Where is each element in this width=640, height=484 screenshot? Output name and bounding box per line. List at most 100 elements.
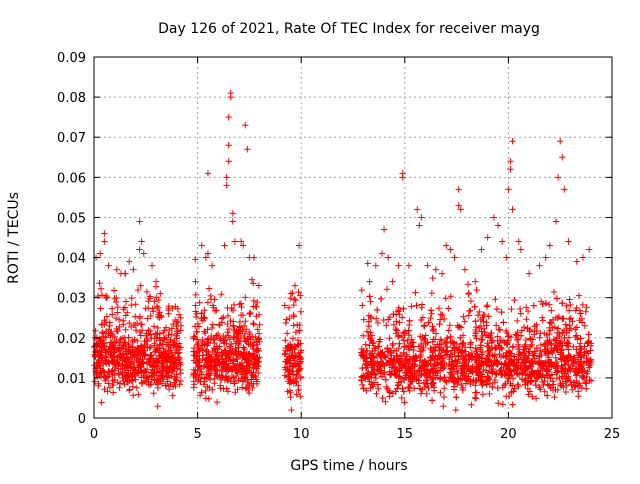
data-point — [227, 340, 235, 348]
data-point — [96, 279, 103, 287]
data-point — [438, 311, 446, 319]
data-point — [449, 374, 457, 382]
data-point — [395, 304, 403, 312]
data-point — [564, 355, 571, 362]
data-point — [111, 357, 118, 365]
data-point — [562, 388, 570, 396]
data-point — [195, 339, 202, 347]
data-point — [367, 359, 374, 366]
data-point — [128, 323, 135, 331]
data-point — [296, 359, 304, 367]
data-point — [554, 174, 562, 181]
data-point — [97, 305, 104, 312]
data-point — [291, 282, 299, 289]
data-point — [119, 354, 127, 362]
data-point — [508, 305, 515, 313]
data-point — [399, 385, 406, 392]
x-tick-label: 25 — [604, 427, 621, 442]
data-point — [369, 362, 377, 370]
data-point — [100, 368, 108, 376]
data-point — [241, 353, 249, 361]
data-point — [530, 302, 538, 309]
data-point — [108, 352, 115, 359]
data-point — [507, 368, 515, 375]
data-point — [244, 335, 251, 342]
data-point — [216, 382, 224, 389]
y-tick-labels: 0 0.01 0.02 0.03 0.04 0.05 0.06 0.07 0.08 0.09 — [57, 51, 86, 427]
data-points — [91, 89, 595, 414]
data-point — [439, 354, 446, 362]
data-point — [419, 336, 427, 344]
data-point — [437, 336, 445, 343]
data-point — [400, 349, 407, 357]
data-point — [374, 306, 381, 314]
data-point — [520, 323, 528, 331]
data-point — [110, 287, 118, 294]
data-point — [132, 366, 139, 374]
data-point — [221, 242, 228, 249]
data-point — [290, 311, 297, 319]
data-point — [114, 309, 121, 316]
data-point — [563, 302, 570, 310]
data-point — [478, 378, 485, 386]
data-point — [205, 339, 212, 346]
data-point — [576, 361, 583, 368]
data-point — [211, 380, 218, 387]
data-point — [229, 365, 236, 373]
data-point — [225, 325, 233, 333]
data-point — [441, 374, 448, 381]
data-point — [565, 238, 572, 245]
data-point — [292, 329, 300, 336]
data-point — [444, 343, 451, 351]
data-point — [294, 341, 302, 348]
data-point — [460, 370, 467, 377]
data-point — [124, 309, 131, 316]
data-point — [152, 278, 160, 285]
data-point — [147, 331, 155, 338]
data-point — [289, 335, 297, 342]
y-tick-label: 0.09 — [57, 51, 86, 66]
data-point — [242, 373, 249, 381]
data-point — [102, 346, 110, 353]
data-point — [110, 342, 117, 349]
data-point — [581, 322, 589, 329]
data-point — [427, 307, 435, 314]
x-axis-label: GPS time / hours — [290, 458, 407, 474]
data-point — [93, 347, 101, 354]
data-point — [286, 314, 293, 322]
data-point — [430, 387, 438, 394]
data-point — [160, 329, 167, 337]
data-point — [126, 258, 133, 265]
data-point — [498, 345, 506, 353]
data-point — [436, 367, 444, 374]
x-tick-label: 5 — [193, 427, 201, 442]
data-point — [371, 347, 379, 354]
data-point — [213, 398, 221, 406]
data-point — [457, 334, 464, 341]
data-point — [531, 323, 539, 330]
data-point — [451, 345, 459, 352]
data-point — [204, 170, 212, 177]
data-point — [546, 337, 553, 345]
data-point — [507, 166, 514, 173]
data-point — [420, 370, 428, 377]
data-point — [229, 322, 237, 329]
data-point — [484, 352, 492, 360]
data-point — [465, 289, 472, 297]
data-point — [559, 315, 566, 322]
data-point — [192, 374, 200, 381]
data-point — [170, 365, 177, 372]
data-point — [449, 361, 456, 369]
data-point — [382, 376, 390, 383]
data-point — [237, 361, 244, 369]
data-point — [155, 296, 162, 304]
data-point — [231, 333, 238, 341]
data-point — [533, 327, 540, 335]
y-tick-label: 0 — [78, 412, 86, 427]
data-point — [383, 383, 390, 391]
data-point — [204, 383, 211, 391]
data-point — [210, 304, 217, 311]
data-point — [461, 374, 468, 382]
data-point — [225, 142, 232, 149]
data-point — [410, 385, 418, 392]
